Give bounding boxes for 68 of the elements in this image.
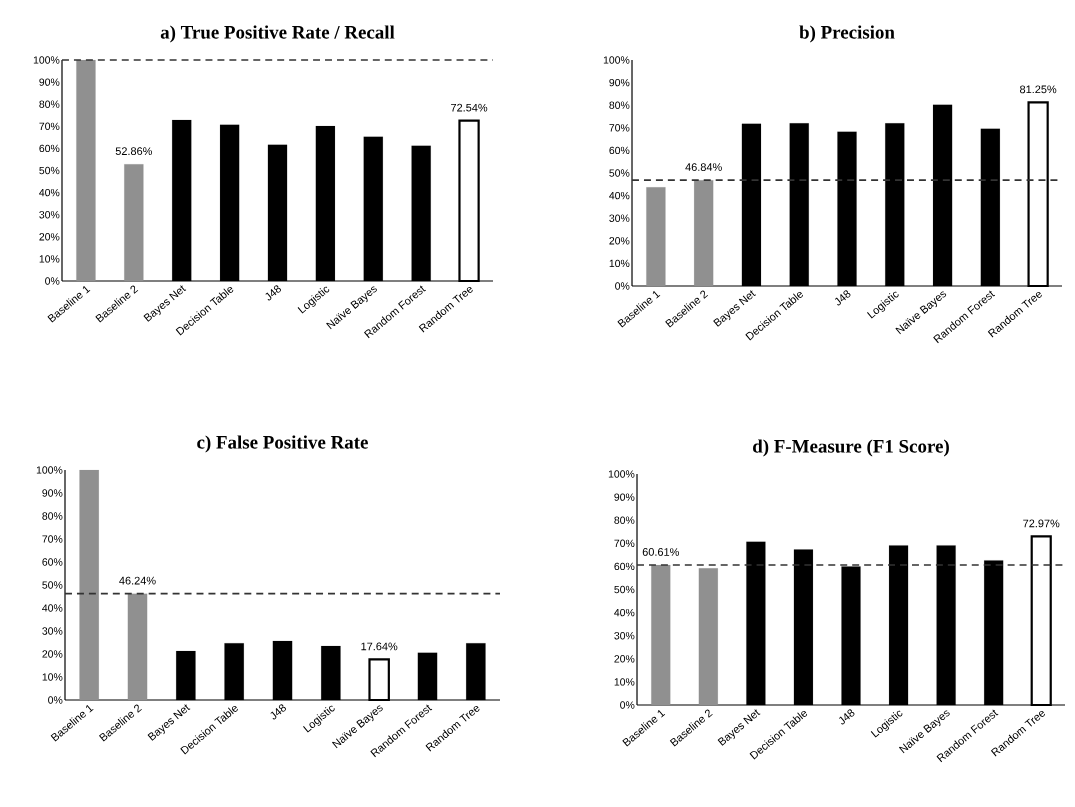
y-tick-label: 0% [615, 282, 630, 290]
y-tick-label: 0% [48, 696, 63, 704]
y-tick-label: 10% [614, 678, 635, 686]
y-tick-label: 40% [614, 608, 635, 617]
chart-title: c) False Positive Rate [197, 435, 368, 453]
y-tick-label: 20% [39, 233, 60, 241]
annotation: 46.24% [119, 576, 156, 585]
y-tick-label: 80% [609, 101, 630, 109]
y-tick-label: 90% [609, 78, 630, 87]
y-tick-label: 100% [608, 470, 635, 478]
y-tick-label: 30% [614, 632, 635, 640]
bar [646, 187, 666, 287]
annotation: 17.64% [361, 642, 398, 651]
y-tick-label: 10% [42, 673, 63, 681]
y-tick-label: 20% [614, 655, 635, 663]
y-tick-label: 50% [614, 585, 635, 594]
bar [127, 593, 148, 701]
annotation: 46.84% [685, 163, 722, 171]
y-tick-label: 10% [39, 255, 60, 263]
y-tick-label: 40% [609, 191, 630, 200]
y-tick-label: 40% [42, 604, 63, 612]
bar [694, 180, 714, 287]
y-tick-label: 60% [39, 144, 60, 153]
bar [124, 164, 144, 282]
y-tick-label: 40% [39, 188, 60, 197]
y-tick-label: 90% [42, 489, 63, 497]
y-tick-label: 10% [609, 259, 630, 268]
x-tick-label: J48 [838, 709, 855, 725]
y-tick-label: 30% [609, 214, 630, 222]
y-tick-label: 50% [609, 169, 630, 177]
chart-title: b) Precision [799, 25, 895, 43]
y-tick-label: 0% [45, 277, 60, 285]
chart-title: a) True Positive Rate / Recall [160, 25, 395, 43]
y-tick-label: 100% [33, 56, 60, 64]
annotation: 52.86% [115, 147, 153, 156]
y-tick-label: 50% [39, 166, 60, 175]
y-tick-label: 30% [42, 627, 63, 635]
y-tick-label: 80% [42, 512, 63, 520]
annotation: 81.25% [1020, 85, 1057, 94]
y-tick-label: 90% [614, 493, 635, 501]
x-tick-label: J48 [265, 285, 281, 301]
y-tick-label: 20% [609, 237, 630, 245]
y-tick-label: 60% [614, 562, 635, 571]
y-tick-label: 70% [609, 124, 630, 132]
y-tick-label: 60% [609, 146, 630, 155]
bar [698, 568, 718, 706]
annotation: 60.61% [642, 548, 679, 556]
y-tick-label: 20% [42, 650, 63, 658]
y-tick-label: 90% [39, 78, 60, 86]
y-tick-label: 0% [620, 701, 635, 709]
x-tick-label: J48 [834, 290, 851, 306]
bar [76, 59, 96, 282]
chart-title: d) F-Measure (F1 Score) [753, 439, 949, 457]
y-tick-label: 60% [42, 558, 63, 566]
bar [79, 469, 99, 701]
y-tick-label: 80% [39, 100, 60, 108]
y-tick-label: 100% [603, 56, 630, 64]
y-tick-label: 70% [614, 539, 635, 548]
y-tick-label: 30% [39, 211, 60, 219]
x-tick-label: J48 [270, 704, 286, 720]
y-tick-label: 80% [614, 516, 635, 524]
y-tick-label: 70% [39, 122, 60, 131]
y-tick-label: 100% [36, 466, 63, 474]
y-tick-label: 50% [42, 581, 63, 589]
annotation: 72.97% [1023, 519, 1060, 528]
y-tick-label: 70% [42, 535, 63, 543]
bar [651, 564, 671, 706]
annotation: 72.54% [451, 103, 488, 112]
